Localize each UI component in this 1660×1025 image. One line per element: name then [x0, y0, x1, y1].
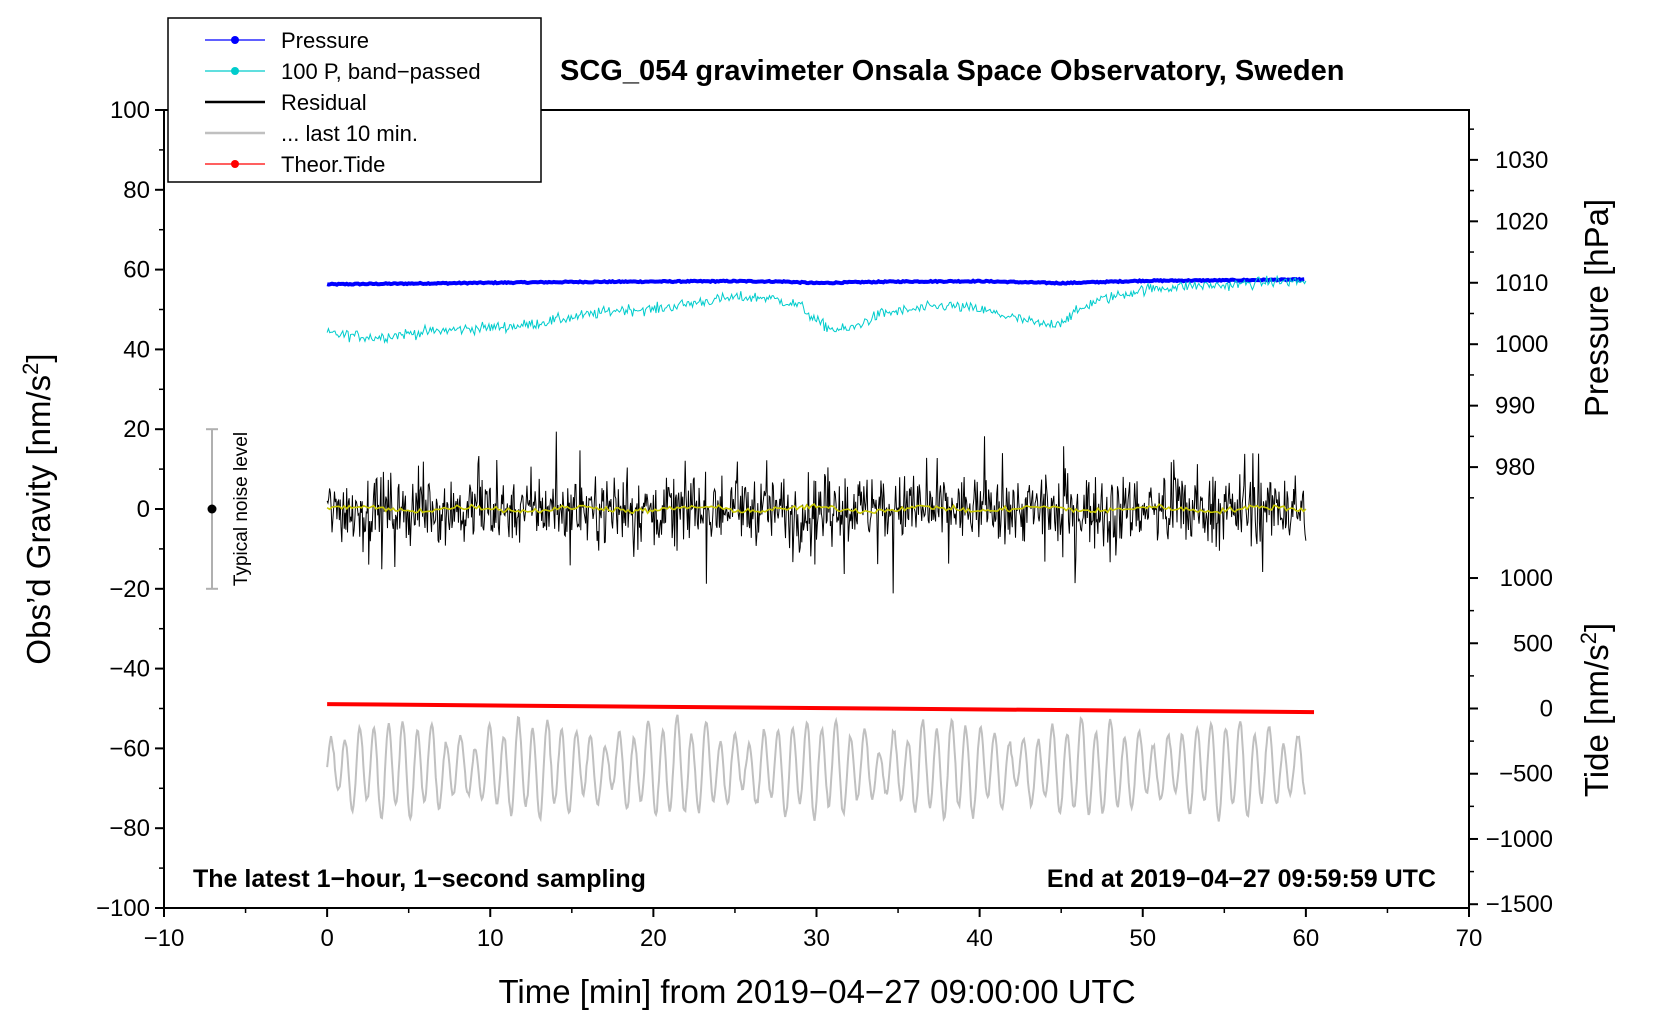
- y-tick-label: 0: [137, 496, 150, 523]
- tide-tick-label: 500: [1513, 630, 1553, 657]
- x-tick-label: 0: [320, 925, 333, 952]
- legend-label: Residual: [281, 90, 367, 115]
- y-tick-label: 80: [123, 177, 150, 204]
- x-axis-label: Time [min] from 2019−04−27 09:00:00 UTC: [498, 973, 1135, 1010]
- series-residual-smoothed: [326, 502, 1307, 515]
- y-tick-label: −20: [109, 576, 150, 603]
- annotation-end-time: End at 2019−04−27 09:59:59 UTC: [1047, 865, 1436, 893]
- annotation-sampling: The latest 1−hour, 1−second sampling: [193, 865, 646, 893]
- x-tick-label: 70: [1456, 925, 1483, 952]
- tide-axis: −1500 −1000 −500 0 500 1000: [1469, 565, 1553, 918]
- legend-label: Pressure: [281, 28, 369, 53]
- legend-label: 100 P, band−passed: [281, 59, 481, 84]
- legend-label: Theor.Tide: [281, 152, 385, 177]
- x-tick-label: 20: [640, 925, 667, 952]
- x-tick-label: 40: [966, 925, 993, 952]
- y-tick-label: 40: [123, 336, 150, 363]
- y-axis-left: −100 −80 −60 −40 −20 0 20 40 60 80 100: [96, 97, 164, 922]
- tide-tick-label: 0: [1540, 696, 1553, 723]
- series-residual: [326, 431, 1307, 594]
- pressure-axis: 980 990 1000 1010 1020 1030: [1469, 128, 1548, 499]
- pressure-tick-label: 1030: [1495, 147, 1548, 174]
- y-tick-label: −40: [109, 656, 150, 683]
- x-axis: −10 0 10 20 30 40 50 60 70: [144, 908, 1483, 952]
- chart-title: SCG_054 gravimeter Onsala Space Observat…: [560, 55, 1344, 87]
- noise-level-indicator: Typical noise level: [206, 428, 252, 590]
- noise-level-label: Typical noise level: [231, 432, 252, 586]
- x-tick-label: 10: [477, 925, 504, 952]
- y-tick-label: 100: [110, 97, 150, 124]
- y-axis-label: Obs’d Gravity [nm/s2]: [18, 353, 57, 664]
- x-tick-label: 30: [803, 925, 830, 952]
- pressure-axis-label: Pressure [hPa]: [1578, 199, 1615, 417]
- pressure-tick-label: 1010: [1495, 270, 1548, 297]
- noise-level-dot: [207, 504, 217, 514]
- y-tick-label: −100: [96, 895, 150, 922]
- tide-tick-label: 1000: [1500, 565, 1553, 592]
- y-tick-label: −60: [109, 735, 150, 762]
- tide-axis-label: Tide [nm/s2]: [1576, 623, 1615, 797]
- legend-entries: Pressure 100 P, band−passed Residual ... la…: [205, 28, 481, 177]
- series-layer: [326, 274, 1315, 823]
- x-tick-label: 50: [1129, 925, 1156, 952]
- legend-label: ... last 10 min.: [281, 121, 418, 146]
- tide-tick-label: −500: [1499, 761, 1553, 788]
- y-tick-label: 60: [123, 257, 150, 284]
- legend-box: [167, 17, 542, 183]
- x-tick-label: 60: [1293, 925, 1320, 952]
- legend-marker: [231, 36, 239, 44]
- pressure-tick-label: 980: [1495, 454, 1535, 481]
- series-pressure-bandpassed: [326, 274, 1307, 344]
- legend-marker: [231, 160, 239, 168]
- legend: Pressure 100 P, band−passed Residual ... la…: [167, 17, 542, 183]
- pressure-tick-label: 1000: [1495, 331, 1548, 358]
- pressure-tick-label: 1020: [1495, 208, 1548, 235]
- series-theoretical-tide: [327, 702, 1315, 715]
- series-pressure: [326, 276, 1305, 287]
- tide-tick-label: −1000: [1486, 826, 1553, 853]
- legend-marker: [231, 67, 239, 75]
- x-tick-label: −10: [144, 925, 185, 952]
- series-last-10-min: [326, 714, 1306, 823]
- tide-tick-label: −1500: [1486, 891, 1553, 918]
- y-tick-label: 20: [123, 416, 150, 443]
- pressure-tick-label: 990: [1495, 393, 1535, 420]
- y-tick-label: −80: [109, 815, 150, 842]
